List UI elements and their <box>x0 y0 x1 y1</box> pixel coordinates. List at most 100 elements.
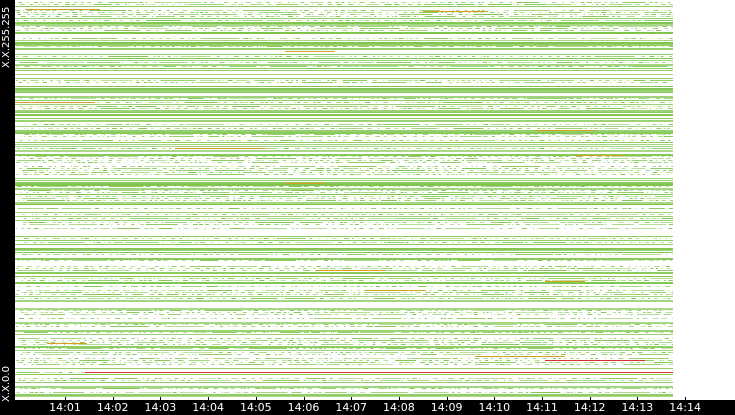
activity-segment <box>226 294 232 295</box>
activity-segment <box>60 294 67 295</box>
activity-segment <box>249 168 255 169</box>
activity-segment <box>55 196 69 197</box>
activity-segment <box>301 30 303 31</box>
activity-segment <box>140 266 146 267</box>
activity-row <box>15 68 673 69</box>
activity-segment <box>285 298 316 299</box>
activity-segment <box>513 286 517 287</box>
activity-segment <box>318 62 341 63</box>
activity-segment <box>329 38 333 39</box>
activity-segment <box>15 10 21 11</box>
activity-segment <box>78 186 80 187</box>
activity-segment <box>588 196 592 197</box>
activity-segment <box>606 160 608 161</box>
activity-segment <box>607 208 611 209</box>
activity-segment <box>231 292 233 293</box>
activity-segment <box>34 10 37 11</box>
activity-row <box>15 92 673 93</box>
activity-segment <box>557 286 563 287</box>
activity-segment <box>324 124 330 125</box>
activity-segment <box>486 280 491 281</box>
activity-segment <box>401 172 430 173</box>
activity-segment <box>437 268 443 269</box>
activity-segment <box>278 2 282 3</box>
activity-segment <box>342 198 348 199</box>
activity-segment <box>333 98 338 99</box>
activity-segment <box>433 292 439 293</box>
activity-segment <box>49 124 55 125</box>
activity-segment <box>153 292 157 293</box>
activity-segment <box>49 98 52 99</box>
activity-segment <box>523 98 526 99</box>
activity-segment <box>24 218 27 219</box>
activity-segment <box>417 208 419 209</box>
activity-segment <box>578 140 581 141</box>
activity-segment <box>229 268 235 269</box>
activity-segment <box>65 28 71 29</box>
activity-segment <box>590 186 592 187</box>
activity-segment <box>538 66 544 67</box>
activity-segment <box>162 14 164 15</box>
activity-segment <box>652 158 658 159</box>
activity-segment <box>267 170 287 171</box>
activity-segment <box>99 224 104 225</box>
activity-segment <box>603 82 608 83</box>
activity-segment <box>615 314 617 315</box>
activity-segment <box>488 30 491 31</box>
activity-segment <box>592 196 596 197</box>
activity-segment <box>502 196 506 197</box>
activity-segment <box>326 170 332 171</box>
activity-segment <box>369 168 373 169</box>
activity-segment <box>503 312 505 313</box>
activity-segment <box>547 260 551 261</box>
activity-segment <box>452 310 458 311</box>
activity-segment <box>232 124 234 125</box>
activity-segment <box>524 172 558 173</box>
traffic-heatmap-plot[interactable] <box>15 0 673 400</box>
activity-segment <box>42 160 45 161</box>
activity-segment <box>622 128 624 129</box>
activity-segment <box>239 124 245 125</box>
activity-segment <box>386 16 389 17</box>
activity-segment <box>86 192 91 193</box>
activity-segment <box>41 28 44 29</box>
activity-segment <box>534 124 538 125</box>
activity-segment <box>559 186 562 187</box>
activity-segment <box>149 4 151 5</box>
activity-segment <box>183 332 188 333</box>
activity-segment <box>114 20 116 21</box>
activity-segment <box>560 160 562 161</box>
activity-segment <box>657 286 660 287</box>
activity-segment <box>623 198 625 199</box>
activity-segment <box>580 80 583 81</box>
activity-segment <box>494 314 496 315</box>
activity-segment <box>492 254 495 255</box>
activity-segment <box>296 16 298 17</box>
activity-segment <box>225 16 228 17</box>
activity-segment <box>277 280 279 281</box>
activity-row <box>15 212 673 213</box>
activity-segment <box>322 20 325 21</box>
activity-segment <box>193 228 199 229</box>
activity-segment <box>220 294 223 295</box>
activity-segment <box>457 148 460 149</box>
activity-segment <box>160 46 163 47</box>
activity-segment <box>491 268 497 269</box>
activity-segment <box>594 106 598 107</box>
activity-segment <box>535 160 538 161</box>
activity-segment <box>241 278 242 279</box>
activity-segment <box>535 208 541 209</box>
activity-segment <box>231 28 236 29</box>
activity-segment <box>304 168 310 169</box>
activity-segment <box>320 46 323 47</box>
activity-segment <box>353 196 355 197</box>
activity-segment <box>316 196 319 197</box>
activity-segment <box>604 62 607 63</box>
activity-segment <box>415 266 417 267</box>
activity-segment <box>314 134 336 135</box>
activity-segment <box>672 254 673 255</box>
activity-segment <box>373 38 375 39</box>
activity-segment <box>280 326 284 327</box>
activity-segment <box>640 198 644 199</box>
activity-segment <box>528 298 533 299</box>
